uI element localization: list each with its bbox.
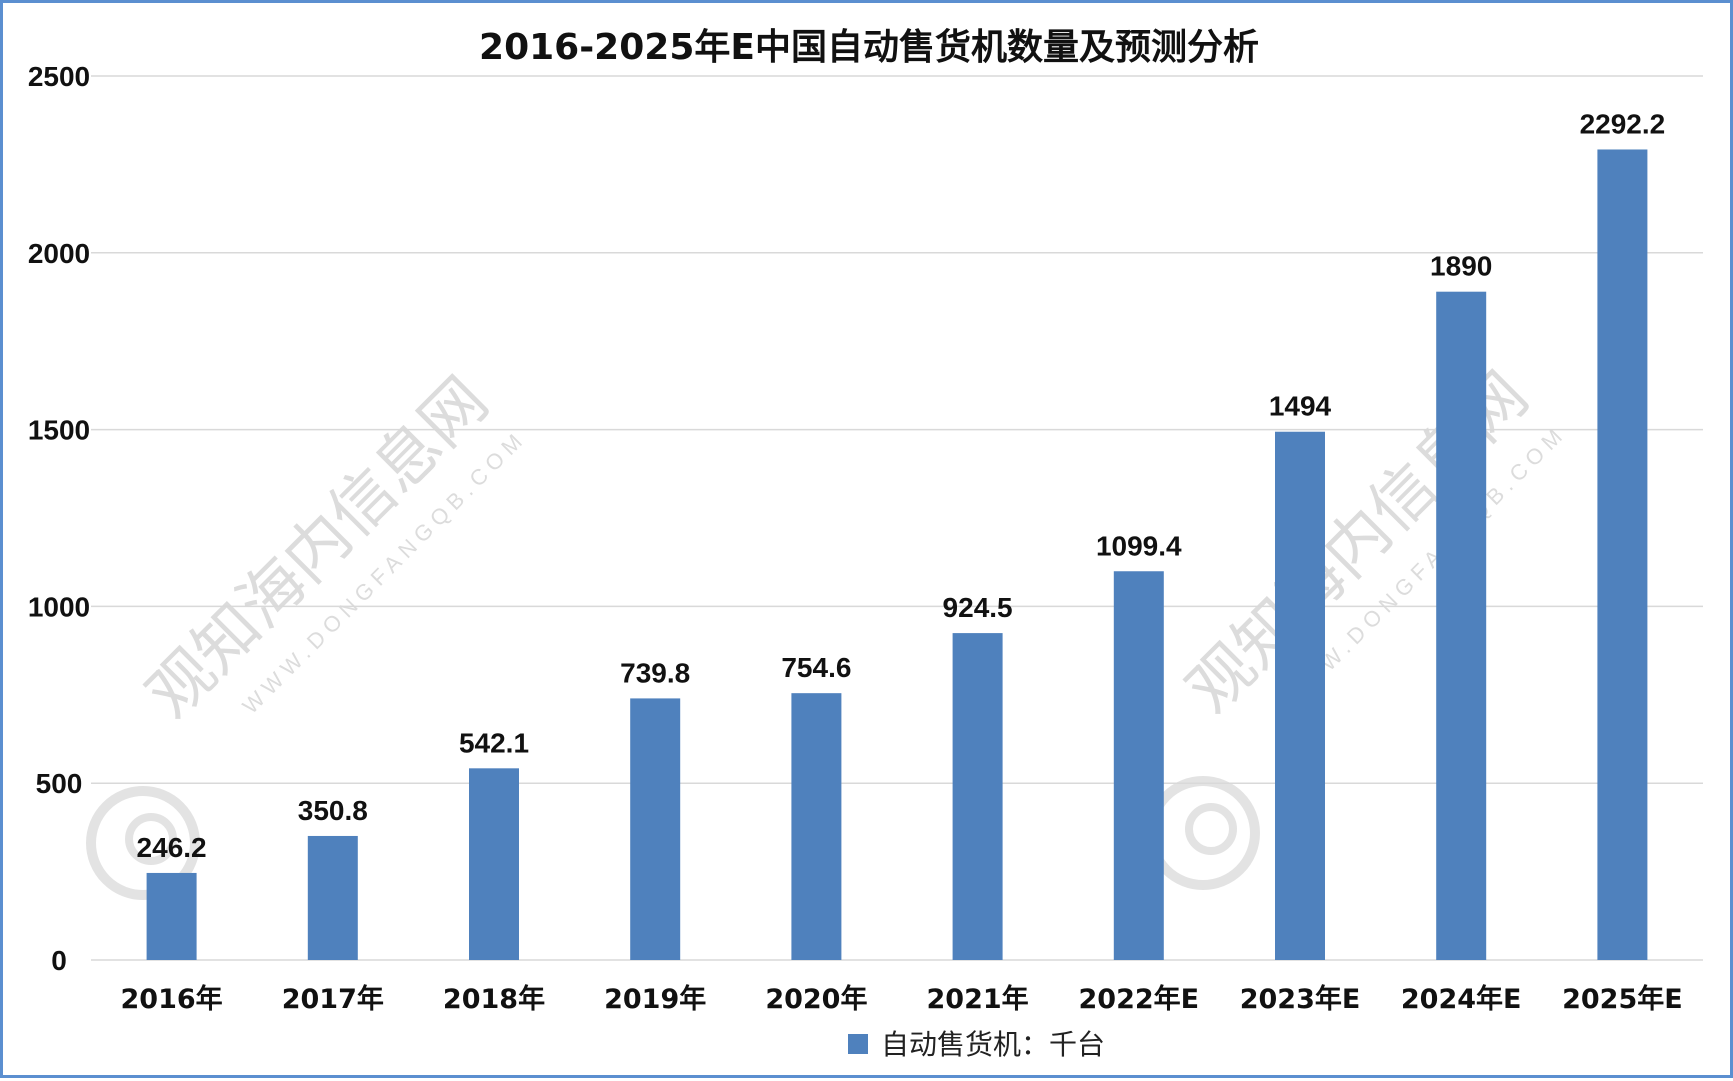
bar (1113, 571, 1164, 960)
y-tick-label: 2500 (28, 61, 90, 92)
legend-swatch (848, 1034, 868, 1054)
watermark-text: 观知海内信息网 (134, 364, 503, 733)
x-tick-label: 2016年 (121, 983, 223, 1015)
x-axis-categories: 2016年 2017年 2018年 2019年 2020年 2021年 2022年E 2023… (121, 983, 1683, 1015)
data-label: 739.8 (620, 657, 690, 688)
bars (146, 149, 1648, 961)
data-label: 542.1 (459, 727, 529, 758)
y-tick-label: 2000 (28, 238, 90, 269)
data-labels: 246.2 350.8 542.1 739.8 754.6 924.5 1099.4 1494… (137, 108, 1666, 862)
bar (630, 698, 681, 960)
bar (791, 693, 842, 960)
chart-title: 2016-2025年E中国自动售货机数量及预测分析 (479, 27, 1259, 68)
x-tick-label: 2021年 (927, 983, 1029, 1015)
x-tick-label: 2020年 (765, 983, 867, 1015)
x-tick-label: 2019年 (604, 983, 706, 1015)
y-tick-label: 0 (51, 945, 67, 976)
data-label: 246.2 (137, 832, 207, 863)
gridlines (91, 75, 1703, 961)
bar (1275, 431, 1325, 961)
bar (952, 633, 1003, 960)
bar (307, 835, 358, 960)
data-label: 754.6 (781, 652, 851, 683)
x-tick-label: 2022年E (1079, 983, 1200, 1015)
watermark-logo-inner-icon (125, 813, 177, 865)
bar (1436, 291, 1487, 960)
y-tick-label: 500 (36, 768, 83, 799)
data-label: 924.5 (943, 592, 1013, 623)
data-label: 350.8 (298, 795, 368, 826)
x-tick-label: 2025年E (1562, 983, 1683, 1015)
y-axis-ticks: 0 500 1000 1500 2000 2500 (28, 61, 90, 976)
data-label: 1494 (1269, 391, 1332, 422)
x-tick-label: 2017年 (282, 983, 384, 1015)
data-label: 2292.2 (1580, 108, 1666, 139)
bar (1597, 149, 1648, 960)
data-label: 1890 (1430, 251, 1492, 282)
watermark-logo-icon (86, 786, 200, 900)
data-label: 1099.4 (1096, 530, 1182, 561)
bar (469, 768, 519, 960)
y-tick-label: 1000 (28, 591, 90, 622)
x-tick-label: 2023年E (1240, 983, 1361, 1015)
y-tick-label: 1500 (28, 415, 90, 446)
x-tick-label: 2024年E (1401, 983, 1522, 1015)
x-tick-label: 2018年 (443, 983, 545, 1015)
watermark-logo-icon (1146, 776, 1260, 890)
legend-label: 自动售货机：千台 (881, 1028, 1105, 1061)
bar (146, 872, 197, 960)
watermark-text: 观知海内信息网 (1174, 359, 1543, 728)
watermark-logo-inner-icon (1185, 803, 1237, 855)
legend: 自动售货机：千台 (848, 1028, 1105, 1061)
